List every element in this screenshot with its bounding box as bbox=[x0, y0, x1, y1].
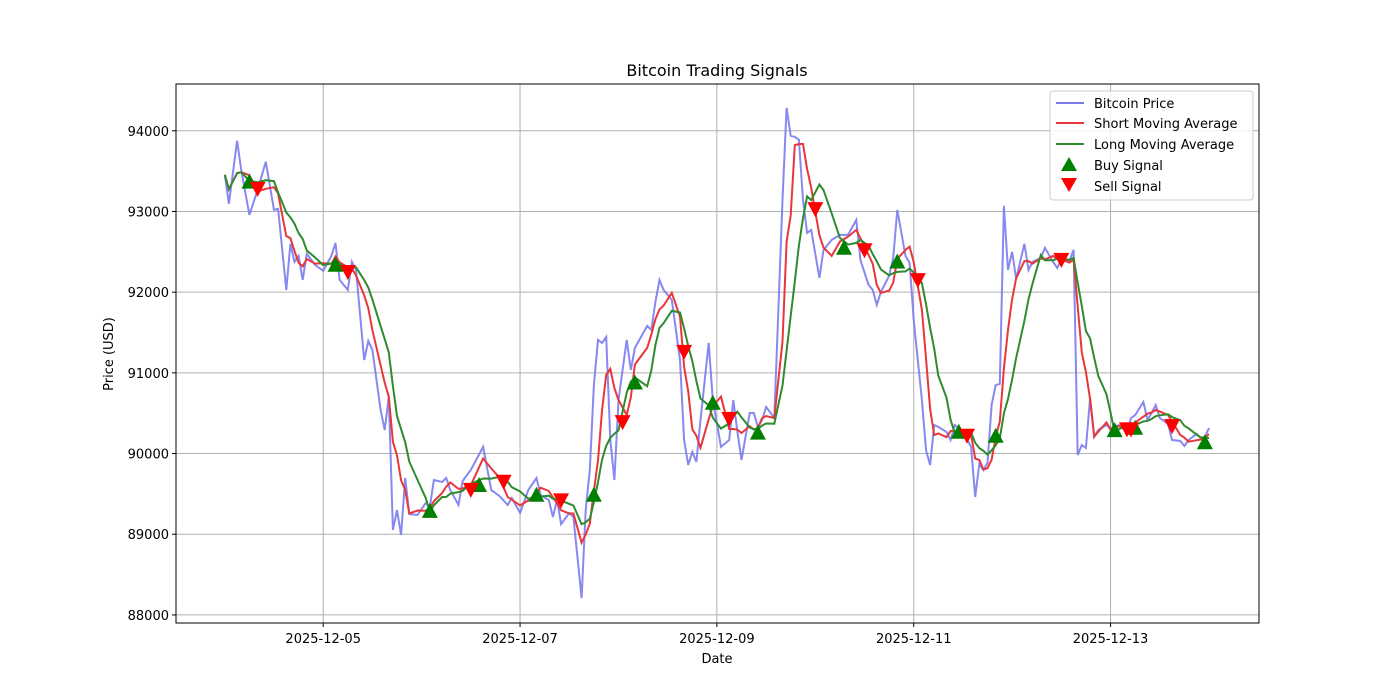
bitcoin-price-line bbox=[223, 107, 1210, 599]
legend-long-ma-label: Long Moving Average bbox=[1094, 138, 1234, 153]
sell-signal-marker bbox=[1123, 422, 1140, 438]
y-tick-label: 90000 bbox=[128, 448, 169, 463]
sell-signal-marker bbox=[249, 181, 266, 197]
ticks: 2025-12-05 2025-12-07 2025-12-09 2025-12-11… bbox=[128, 125, 1149, 647]
y-tick-label: 93000 bbox=[128, 205, 169, 220]
sell-signal-marker bbox=[959, 428, 976, 444]
sell-signal-marker bbox=[553, 493, 570, 509]
buy-signal-marker bbox=[1196, 434, 1213, 450]
legend-buy-triangle-icon bbox=[1061, 157, 1077, 171]
buy-signal-marker bbox=[327, 256, 344, 272]
y-tick-label: 89000 bbox=[128, 528, 169, 543]
sell-signal-marker bbox=[856, 243, 873, 259]
legend-box bbox=[1049, 90, 1254, 201]
y-tick-label: 91000 bbox=[128, 367, 169, 382]
sell-signal-marker bbox=[614, 415, 631, 431]
y-axis-label: Price (USD) bbox=[102, 317, 117, 391]
buy-signal-marker bbox=[889, 253, 906, 269]
buy-signal-marker bbox=[704, 394, 721, 410]
sell-signal-marker bbox=[462, 482, 479, 498]
legend-buy-label: Buy Signal bbox=[1094, 159, 1163, 174]
sell-signal-marker bbox=[676, 344, 693, 360]
buy-signal-marker bbox=[1106, 422, 1123, 438]
x-tick-label: 2025-12-13 bbox=[1073, 632, 1149, 647]
sell-signal-marker bbox=[1053, 252, 1070, 268]
sell-signal-marker bbox=[495, 474, 512, 490]
axes-frame bbox=[175, 83, 1260, 624]
sell-signal-marker bbox=[909, 273, 926, 289]
sell-signal-marker bbox=[1164, 419, 1181, 435]
legend-short-ma-label: Short Moving Average bbox=[1094, 117, 1238, 132]
y-tick-label: 94000 bbox=[128, 125, 169, 140]
x-tick-label: 2025-12-07 bbox=[482, 632, 558, 647]
buy-signal-marker bbox=[626, 374, 643, 390]
chart-title: Bitcoin Trading Signals bbox=[626, 61, 807, 80]
buy-signal-marker bbox=[987, 427, 1004, 443]
x-tick-label: 2025-12-11 bbox=[876, 632, 952, 647]
sell-signal-marker bbox=[721, 411, 738, 427]
buy-signal-marker bbox=[528, 486, 545, 502]
y-tick-label: 92000 bbox=[128, 286, 169, 301]
buy-signal-marker bbox=[421, 502, 438, 518]
legend: Bitcoin Price Short Moving Average Long … bbox=[1049, 90, 1254, 201]
buy-signal-marker bbox=[836, 239, 853, 255]
sell-signal-marker bbox=[339, 265, 356, 281]
y-tick-label: 88000 bbox=[128, 609, 169, 624]
sell-signal-marker bbox=[807, 202, 824, 218]
x-tick-label: 2025-12-09 bbox=[679, 632, 755, 647]
legend-sell-label: Sell Signal bbox=[1094, 180, 1162, 195]
x-tick-label: 2025-12-05 bbox=[285, 632, 361, 647]
buy-signal-marker bbox=[749, 424, 766, 440]
plot-area bbox=[223, 107, 1213, 599]
x-axis-label: Date bbox=[701, 652, 732, 667]
legend-sell-triangle-icon bbox=[1061, 178, 1077, 192]
buy-signal-marker bbox=[585, 486, 602, 502]
legend-price-label: Bitcoin Price bbox=[1094, 97, 1174, 112]
